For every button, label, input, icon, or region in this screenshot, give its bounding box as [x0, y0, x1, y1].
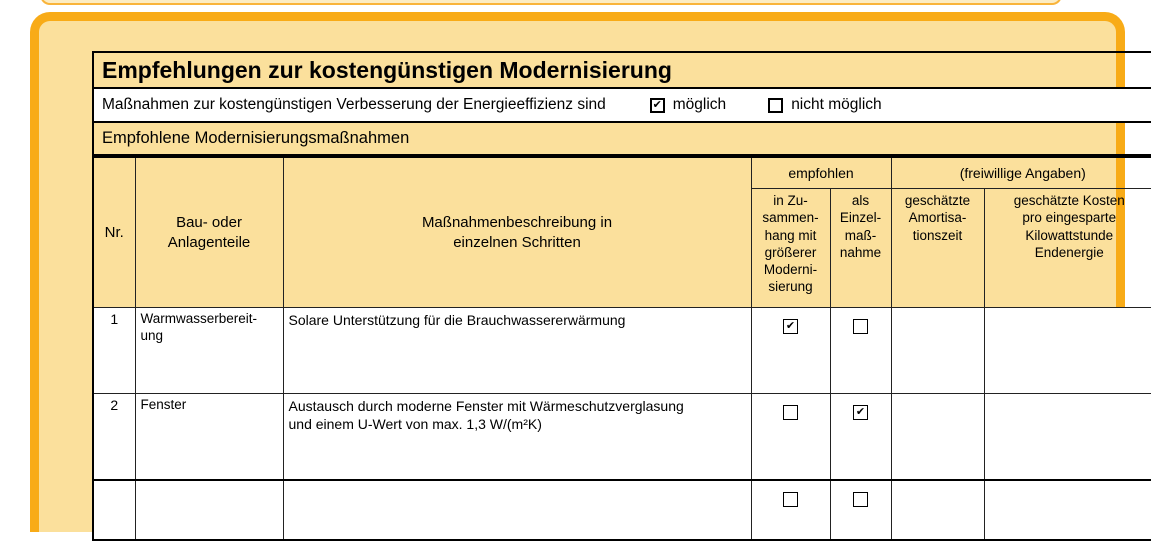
table-header-sub-row: in Zu- sammen- hang mit größerer Moderni…: [93, 188, 1151, 308]
checkbox-in-context[interactable]: [783, 405, 798, 420]
col-header-in-context: in Zu- sammen- hang mit größerer Moderni…: [750, 188, 831, 308]
table-row: [92, 478, 1151, 540]
option-possible-label: möglich: [672, 96, 727, 113]
cell-description: [282, 478, 752, 540]
title-block: Empfehlungen zur kostengünstigen Moderni…: [92, 51, 1151, 89]
checkbox-not-possible[interactable]: [768, 97, 784, 113]
cell-nr: [92, 478, 136, 540]
cell-description: Solare Unterstützung für die Brauchwasse…: [282, 307, 752, 394]
section-heading: Empfohlene Modernisierungsmaßnahmen: [102, 129, 410, 147]
cell-component: Warmwasserbereit- ung: [134, 307, 284, 394]
table-row: 1 Warmwasserbereit- ung Solare Unterstüt…: [92, 307, 1151, 394]
option-not-possible: nicht möglich: [768, 96, 882, 114]
previous-section-box-cutoff: [40, 0, 1062, 5]
cell-costs[interactable]: [983, 478, 1151, 540]
cell-single-measure: [829, 307, 892, 394]
cell-single-measure: ✔: [829, 393, 892, 480]
cell-amortization[interactable]: [890, 393, 985, 480]
col-header-costs: geschätzte Kosten pro eingesparte Kilowa…: [983, 188, 1151, 308]
col-header-description: Maßnahmenbeschreibung in einzelnen Schri…: [282, 156, 752, 308]
cell-amortization[interactable]: [890, 478, 985, 540]
checkbox-in-context[interactable]: ✔: [783, 319, 798, 334]
cell-amortization[interactable]: [890, 307, 985, 394]
col-header-nr: Nr.: [92, 156, 136, 308]
cell-component: Fenster: [134, 393, 284, 480]
checkbox-single-measure[interactable]: [853, 319, 868, 334]
col-header-single-measure: als Einzel- maß- nahme: [829, 188, 892, 308]
checkbox-in-context[interactable]: [783, 491, 798, 507]
cell-costs[interactable]: [983, 393, 1151, 480]
cell-component: [134, 478, 284, 540]
option-not-possible-label: nicht möglich: [791, 96, 882, 113]
cell-nr: 1: [92, 307, 136, 394]
page-title: Empfehlungen zur kostengünstigen Moderni…: [102, 56, 672, 83]
col-header-amortization: geschätzte Amortisa- tionszeit: [890, 188, 985, 308]
checkbox-single-measure[interactable]: [853, 491, 868, 507]
cell-in-context: [750, 478, 831, 540]
cell-costs[interactable]: [983, 307, 1151, 394]
col-group-recommended: empfohlen: [750, 156, 892, 189]
section-heading-band: Empfohlene Modernisierungsmaßnahmen: [92, 123, 1151, 156]
cell-description: Austausch durch moderne Fenster mit Wärm…: [282, 393, 752, 480]
statement-text: Maßnahmen zur kostengünstigen Verbesseru…: [102, 96, 606, 113]
statement-row: Maßnahmen zur kostengünstigen Verbesseru…: [92, 89, 1151, 123]
cell-nr: 2: [92, 393, 136, 480]
cell-in-context: ✔: [750, 307, 831, 394]
table-row: 2 Fenster Austausch durch moderne Fenste…: [92, 393, 1151, 480]
measures-table: Nr. Bau- oder Anlagenteile Maßnahmenbesc…: [92, 156, 1151, 541]
panel-content: Empfehlungen zur kostengünstigen Moderni…: [92, 51, 1151, 541]
checkbox-possible[interactable]: ✔: [649, 97, 665, 113]
col-header-component: Bau- oder Anlagenteile: [134, 156, 284, 308]
recommendations-panel: Empfehlungen zur kostengünstigen Moderni…: [30, 12, 1151, 541]
table-header-group-row: Nr. Bau- oder Anlagenteile Maßnahmenbesc…: [92, 156, 1151, 308]
checkbox-single-measure[interactable]: ✔: [853, 405, 868, 420]
cell-in-context: [750, 393, 831, 480]
cell-single-measure: [829, 478, 892, 540]
option-possible: ✔ möglich: [649, 96, 727, 114]
col-group-voluntary: (freiwillige Angaben): [890, 156, 1151, 189]
